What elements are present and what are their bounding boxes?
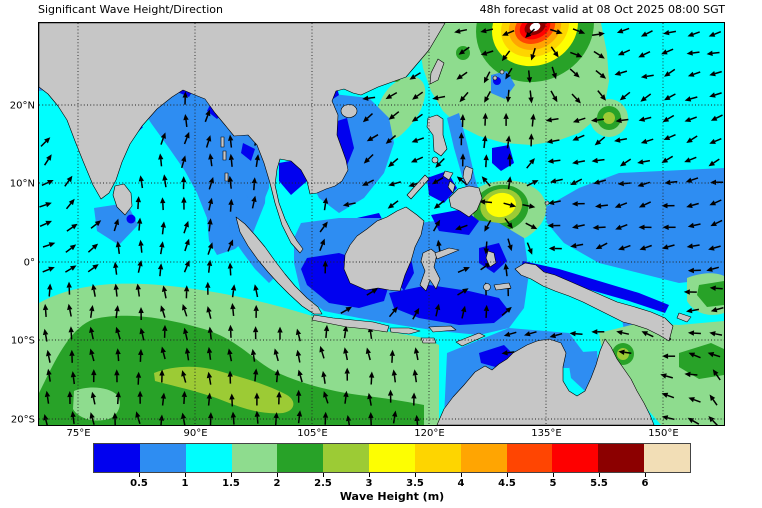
sri-lanka bbox=[112, 183, 133, 216]
australia bbox=[436, 338, 655, 425]
lat-tick-label: 20°S bbox=[10, 414, 35, 425]
luzon bbox=[426, 114, 448, 157]
lon-tick-label: 90°E bbox=[183, 428, 208, 439]
palau bbox=[544, 200, 550, 206]
colorbar-tick-label: 3.5 bbox=[406, 478, 424, 489]
colorbar-segment bbox=[323, 444, 370, 472]
forecast-valid-text: 48h forecast valid at 08 Oct 2025 08:00 … bbox=[479, 3, 725, 16]
colorbar-tick-label: 5.5 bbox=[590, 478, 608, 489]
wave-forecast-map bbox=[38, 22, 725, 426]
lon-tick-label: 135°E bbox=[531, 428, 562, 439]
sumba bbox=[420, 337, 437, 344]
lat-tick-label: 10°S bbox=[10, 335, 35, 346]
colorbar-segment bbox=[231, 444, 278, 472]
ryukyu-island bbox=[492, 75, 498, 81]
colorbar-tick-mark bbox=[323, 473, 324, 477]
ryukyu-island-2 bbox=[499, 69, 505, 75]
colorbar-tick-mark bbox=[645, 473, 646, 477]
colorbar-tick-label: 3 bbox=[365, 478, 373, 489]
lat-tick-label: 10°N bbox=[9, 178, 35, 189]
negros bbox=[447, 180, 456, 194]
lon-tick-label: 75°E bbox=[66, 428, 91, 439]
lon-tick-label: 150°E bbox=[648, 428, 679, 439]
hainan bbox=[340, 104, 358, 118]
page-title: Significant Wave Height/Direction bbox=[38, 3, 223, 16]
lon-tick-label: 105°E bbox=[297, 428, 328, 439]
colorbar-segment bbox=[139, 444, 186, 472]
colorbar-tick-label: 0.5 bbox=[130, 478, 148, 489]
colorbar-tick-label: 1 bbox=[181, 478, 189, 489]
colorbar-label: Wave Height (m) bbox=[339, 490, 445, 503]
colorbar-segment bbox=[598, 444, 645, 472]
wave-direction-arrows bbox=[39, 27, 724, 425]
nicobar-islands bbox=[224, 172, 229, 182]
colorbar-segment bbox=[506, 444, 553, 472]
colorbar-tick-mark bbox=[139, 473, 140, 477]
colorbar-tick-label: 2.5 bbox=[314, 478, 332, 489]
sulawesi-ne-arm bbox=[434, 247, 460, 260]
colorbar-tick-label: 2 bbox=[273, 478, 281, 489]
samar-leyte bbox=[462, 165, 474, 186]
borneo bbox=[343, 206, 425, 292]
colorbar-tick-label: 6 bbox=[641, 478, 649, 489]
mindoro bbox=[431, 156, 439, 164]
colorbar-tick-label: 4 bbox=[457, 478, 465, 489]
new-britain bbox=[676, 312, 692, 323]
colorbar-segment bbox=[414, 444, 461, 472]
asia-mainland bbox=[39, 23, 446, 254]
flores bbox=[428, 325, 457, 333]
colorbar-tick-mark bbox=[415, 473, 416, 477]
graticule bbox=[39, 23, 724, 425]
colorbar-segment bbox=[644, 444, 690, 472]
colorbar-tick-mark bbox=[461, 473, 462, 477]
halmahera bbox=[485, 250, 497, 268]
andaman-islands bbox=[220, 136, 225, 148]
colorbar-tick-mark bbox=[369, 473, 370, 477]
colorbar-segment bbox=[185, 444, 232, 472]
panay bbox=[442, 170, 454, 181]
java bbox=[311, 314, 390, 333]
lat-tick-label: 0° bbox=[23, 257, 35, 268]
palawan bbox=[406, 174, 430, 200]
colorbar-tick-label: 1.5 bbox=[222, 478, 240, 489]
mindanao bbox=[448, 185, 483, 218]
colorbar-segment bbox=[94, 444, 140, 472]
colorbar-tick-mark bbox=[553, 473, 554, 477]
colorbar-segment bbox=[369, 444, 415, 472]
bali-lombok-sumbawa bbox=[389, 327, 421, 335]
colorbar-tick-label: 5 bbox=[549, 478, 557, 489]
taiwan bbox=[429, 58, 445, 85]
colorbar-tick-label: 4.5 bbox=[498, 478, 516, 489]
colorbar-segment bbox=[552, 444, 599, 472]
land-masses bbox=[39, 23, 692, 425]
colorbar-tick-mark bbox=[599, 473, 600, 477]
colorbar-segment bbox=[460, 444, 507, 472]
new-guinea bbox=[514, 262, 674, 342]
lat-tick-label: 20°N bbox=[9, 100, 35, 111]
colorbar-tick-mark bbox=[277, 473, 278, 477]
colorbar-segment bbox=[277, 444, 324, 472]
colorbar-tick-mark bbox=[231, 473, 232, 477]
buru bbox=[483, 283, 491, 291]
lon-tick-label: 120°E bbox=[414, 428, 445, 439]
colorbar-tick-mark bbox=[507, 473, 508, 477]
colorbar bbox=[93, 443, 691, 473]
timor bbox=[455, 332, 486, 347]
seram bbox=[493, 282, 512, 291]
colorbar-tick-mark bbox=[185, 473, 186, 477]
andaman-islands-south bbox=[222, 150, 227, 161]
sumatra bbox=[235, 216, 323, 315]
map-canvas bbox=[39, 23, 724, 425]
